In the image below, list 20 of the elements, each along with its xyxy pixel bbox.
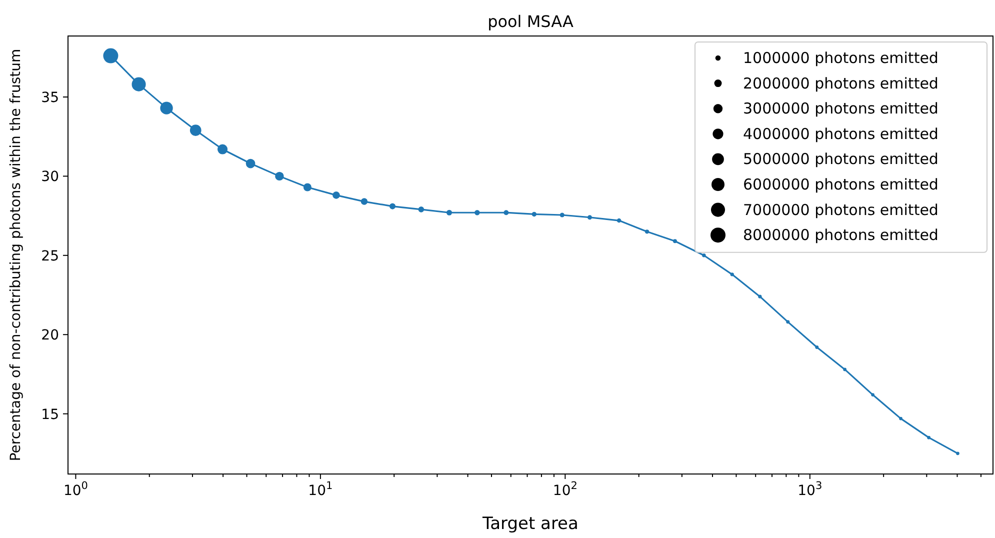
x-axis-title: Target area <box>482 514 578 534</box>
y-tick-label: 30 <box>41 169 59 186</box>
legend-label: 6000000 photons emitted <box>743 176 938 194</box>
legend-label: 3000000 photons emitted <box>743 100 938 118</box>
legend-label: 2000000 photons emitted <box>743 74 938 92</box>
x-tick-label: 10$^{0}$ <box>63 480 88 499</box>
y-tick-label: 25 <box>41 248 59 264</box>
legend-label: 4000000 photons emitted <box>743 124 938 143</box>
legend-label: 7000000 photons emitted <box>743 200 938 219</box>
y-tick-label: 35 <box>41 90 59 106</box>
chart-title: pool MSAA <box>488 12 574 31</box>
legend-label: 8000000 photons emitted <box>743 226 938 244</box>
x-tick-label: 10$^{2}$ <box>552 480 578 499</box>
y-tick-label: 20 <box>41 328 59 344</box>
x-tick-label: 10$^{3}$ <box>798 480 822 499</box>
legend-label: 5000000 photons emitted <box>743 150 938 168</box>
y-axis-title: Percentage of non-contributing photons within the frustum <box>8 48 24 462</box>
x-tick-label: 10$^{1}$ <box>308 480 333 499</box>
y-tick-label: 15 <box>41 406 59 423</box>
legend-label: 1000000 photons emitted <box>743 49 938 67</box>
